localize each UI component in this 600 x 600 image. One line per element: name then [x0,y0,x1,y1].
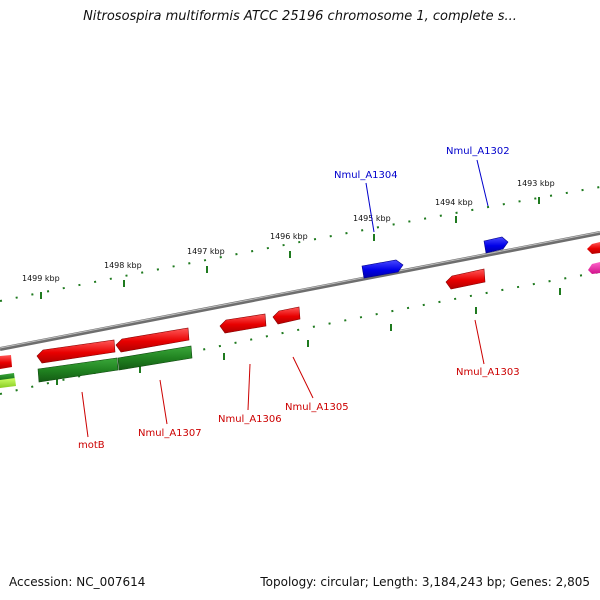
gene-label-Nmul_A1302[interactable]: Nmul_A1302 [446,146,510,157]
leader-motB [81,391,89,438]
feature-track-green[interactable] [0,345,193,388]
topology-text: Topology: circular; Length: 3,184,243 bp… [260,575,590,589]
chromosome-backbone-highlight [0,231,600,349]
tick-label: 1494 kbp [435,198,473,207]
label-leaders [81,159,489,438]
tick-label: 1499 kbp [22,274,60,283]
tick-label: 1498 kbp [104,261,142,270]
gene-label-motB[interactable]: motB [78,440,105,451]
gene-Nmul_A1302[interactable] [483,236,509,254]
leader-Nmul_A1305 [292,356,314,399]
gene-motB[interactable] [36,339,116,364]
gene-label-Nmul_A1307[interactable]: Nmul_A1307 [138,428,202,439]
gene-Nmul_A1306[interactable] [219,313,267,334]
map-title: Nitrosospira multiformis ATCC 25196 chro… [83,9,517,24]
gene-partial-right-pink [588,262,600,274]
gene-Nmul_A1307[interactable] [115,327,190,353]
gene-partial-right-red [587,242,600,254]
gene-partial-left-red [0,355,12,369]
leader-Nmul_A1307 [159,379,168,425]
leader-Nmul_A1302 [476,159,489,207]
leader-Nmul_A1304 [365,182,375,233]
upper-tick-ring [0,186,600,302]
gene-label-Nmul_A1304[interactable]: Nmul_A1304 [334,170,398,181]
gene-Nmul_A1304[interactable] [361,259,404,279]
gene-label-Nmul_A1303[interactable]: Nmul_A1303 [456,367,520,378]
lower-major-ticks [56,288,561,385]
gene-Nmul_A1303[interactable] [445,268,486,290]
tick-label: 1493 kbp [517,179,555,188]
accession-text: Accession: NC_007614 [9,575,146,589]
gene-label-Nmul_A1306[interactable]: Nmul_A1306 [218,414,282,425]
tick-label: 1497 kbp [187,247,225,256]
chromosome-backbone [0,231,600,351]
leader-Nmul_A1306 [247,363,251,411]
gene-Nmul_A1305[interactable] [272,306,301,325]
leader-Nmul_A1303 [474,319,485,365]
upper-major-ticks [40,197,540,299]
tick-label: 1496 kbp [270,232,308,241]
gene-label-Nmul_A1305[interactable]: Nmul_A1305 [285,402,349,413]
